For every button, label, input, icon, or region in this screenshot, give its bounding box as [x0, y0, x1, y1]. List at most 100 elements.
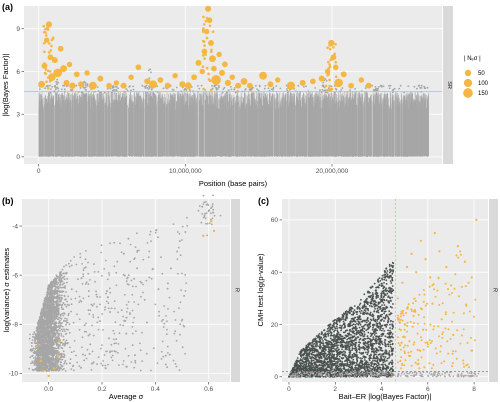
gray-point [117, 311, 119, 314]
gray-point [179, 254, 182, 257]
gray-point [59, 317, 62, 320]
gray-point [388, 84, 390, 87]
orange-point [328, 78, 331, 82]
gray-point [185, 282, 188, 284]
gray-point [65, 323, 67, 326]
gray-point [178, 369, 181, 371]
gray-point [416, 87, 418, 90]
y-tick-label: 0 [16, 154, 20, 161]
gray-point [76, 313, 78, 316]
gray-point [58, 316, 61, 319]
orange-point [201, 65, 205, 68]
gray-point [93, 303, 95, 305]
orange-point [299, 79, 306, 86]
gray-point [144, 87, 147, 89]
orange-point [46, 69, 50, 73]
gray-point [272, 86, 275, 89]
gray-point [364, 87, 367, 89]
gray-point [60, 306, 63, 309]
gray-point [82, 269, 85, 272]
y-tick-label: 6 [16, 69, 20, 76]
gray-point [132, 85, 135, 88]
gray-point [145, 279, 148, 282]
orange-point [207, 72, 210, 76]
orange-point [334, 42, 337, 46]
orange-point [205, 5, 212, 12]
panel-a-y-title: |log(Bayes Factor)| [1, 53, 10, 116]
gray-point [130, 89, 132, 92]
orange-point [172, 72, 178, 79]
gray-point [115, 271, 118, 274]
gray-point [176, 258, 179, 260]
orange-point [274, 77, 281, 83]
gray-point [150, 71, 152, 74]
gray-point [388, 87, 391, 90]
gray-point [124, 274, 126, 277]
gray-point [125, 304, 128, 306]
gray-point [320, 91, 323, 94]
orange-point [210, 50, 213, 53]
gray-point [61, 358, 64, 361]
gray-point [279, 87, 282, 90]
gray-point [84, 84, 87, 86]
gray-point [134, 246, 137, 249]
gray-point [88, 352, 91, 355]
gray-point [113, 307, 116, 310]
gray-point [319, 89, 321, 92]
gray-point [150, 277, 153, 280]
gray-point [103, 91, 106, 94]
gray-point [111, 354, 114, 357]
gray-point [84, 283, 87, 285]
gray-point [211, 84, 213, 87]
orange-point [45, 34, 48, 37]
gray-point [86, 83, 89, 86]
orange-point [78, 81, 85, 88]
gray-point [186, 224, 189, 227]
gray-point [148, 87, 151, 89]
gray-point [423, 87, 426, 90]
gray-point [57, 328, 60, 331]
gray-point [60, 334, 63, 337]
gray-point [127, 354, 130, 357]
gray-point [380, 84, 383, 87]
y-tick-label: 3 [16, 111, 20, 118]
gray-point [218, 86, 220, 89]
orange-point [203, 44, 206, 47]
orange-point [184, 82, 192, 90]
gray-point [80, 91, 83, 94]
gray-point [63, 275, 66, 278]
orange-point [106, 82, 112, 89]
gray-point [62, 283, 64, 285]
gray-point [85, 330, 87, 333]
gray-point [44, 87, 46, 90]
orange-point [157, 77, 164, 83]
gray-point [211, 87, 214, 90]
orange-point [334, 60, 338, 64]
legend-title: | Nₑσ | [464, 56, 481, 62]
orange-point [47, 54, 54, 61]
gray-point [305, 85, 307, 88]
gray-point [33, 368, 36, 371]
orange-point [267, 81, 274, 88]
orange-point [209, 88, 213, 92]
orange-point [211, 30, 215, 33]
orange-point [191, 74, 197, 81]
gray-point [58, 321, 60, 324]
gray-point [146, 242, 149, 244]
orange-point [210, 48, 213, 52]
gray-point [86, 348, 89, 351]
gray-point [354, 88, 356, 90]
gray-point [73, 369, 75, 372]
gray-point [113, 342, 116, 345]
gray-point [56, 83, 59, 86]
orange-point [202, 87, 205, 91]
orange-point [327, 60, 330, 64]
gray-point [213, 84, 216, 87]
gray-point [63, 84, 66, 87]
orange-point [201, 54, 205, 57]
gray-point [175, 339, 178, 342]
gray-point [136, 232, 138, 235]
gray-point [174, 330, 177, 333]
gray-point [200, 84, 203, 87]
gray-point [112, 89, 115, 91]
